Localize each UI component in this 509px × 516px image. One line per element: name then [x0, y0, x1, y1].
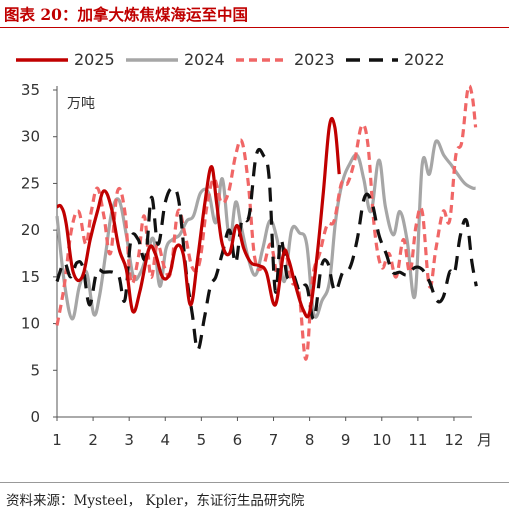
- x-tick-label: 1: [52, 431, 62, 449]
- y-tick-label: 35: [21, 81, 40, 99]
- x-tick-label: 7: [269, 431, 279, 449]
- x-tick-label: 8: [305, 431, 315, 449]
- y-tick-label: 15: [21, 268, 40, 286]
- x-tick-label: 9: [341, 431, 351, 449]
- legend-label-2024: 2024: [184, 50, 225, 69]
- x-tick-label: 2: [88, 431, 98, 449]
- y-tick-label: 10: [21, 315, 40, 333]
- title-rule: [0, 27, 509, 28]
- y-tick-label: 25: [21, 174, 40, 192]
- x-tick-label: 10: [372, 431, 391, 449]
- y-unit-label: 万吨: [67, 96, 95, 112]
- y-tick-label: 20: [21, 221, 40, 239]
- chart-title: 图表 20：加拿大炼焦煤海运至中国: [4, 5, 248, 24]
- legend-label-2022: 2022: [404, 50, 445, 69]
- source-note: 资料来源：Mysteel， Kpler，东证衍生品研究院: [6, 493, 305, 509]
- legend-label-2025: 2025: [74, 50, 115, 69]
- x-unit-label: 月: [477, 431, 492, 449]
- legend-label-2023: 2023: [294, 50, 335, 69]
- legend-swatch-2023: [236, 58, 288, 62]
- y-tick-label: 0: [30, 408, 40, 426]
- y-tick-label: 30: [21, 128, 40, 146]
- series-line-2025: [56, 116, 341, 319]
- series-line-2023: [55, 84, 478, 361]
- legend-swatch-2025: [16, 58, 68, 62]
- legend-swatch-2022: [346, 58, 398, 62]
- legend-swatch-2024: [126, 58, 178, 62]
- x-tick-label: 6: [233, 431, 243, 449]
- series-line-2024: [55, 139, 477, 321]
- series-lines: [55, 84, 478, 361]
- x-tick-label: 11: [408, 431, 427, 449]
- x-tick-label: 4: [160, 431, 170, 449]
- source-rule: [0, 482, 509, 483]
- x-tick-label: 3: [124, 431, 134, 449]
- x-tick-label: 12: [444, 431, 463, 449]
- y-tick-label: 5: [30, 361, 40, 379]
- x-tick-label: 5: [197, 431, 207, 449]
